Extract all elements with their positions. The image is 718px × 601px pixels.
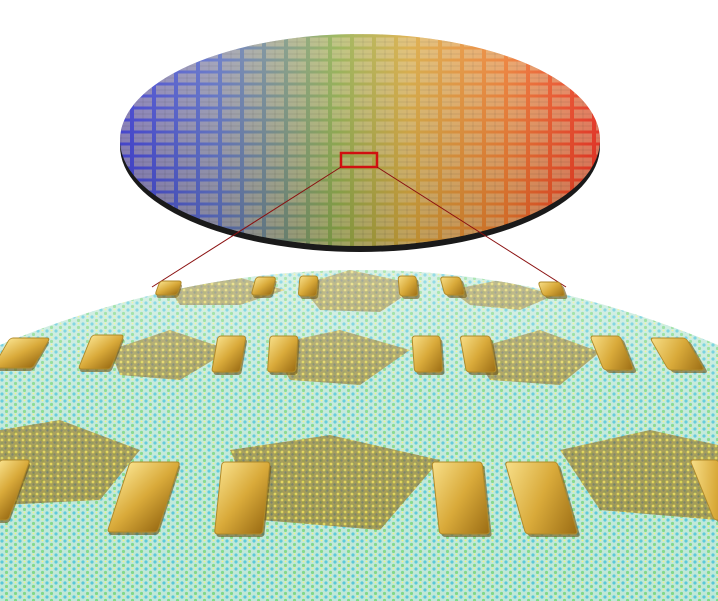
electrode-body <box>267 335 299 373</box>
electrode <box>297 275 320 299</box>
electrode <box>214 461 272 537</box>
electrode <box>440 276 467 298</box>
electrode-body <box>397 275 419 297</box>
electrode-body <box>538 281 565 297</box>
electrode-body <box>0 459 30 521</box>
electrode-body <box>690 459 718 521</box>
electrode-body <box>590 335 634 371</box>
electrode-body <box>650 337 704 371</box>
electrode <box>155 280 183 298</box>
electrode-body <box>459 335 497 373</box>
wafer-dies <box>120 34 600 246</box>
electrode <box>397 275 420 299</box>
electrode <box>431 461 492 537</box>
electrode <box>0 337 50 371</box>
electrode-body <box>431 461 490 535</box>
electrode-body <box>411 335 443 373</box>
electrode <box>505 461 580 537</box>
zoom-line <box>376 166 567 288</box>
electrode <box>650 337 707 373</box>
electrode-body <box>214 461 271 535</box>
electrode <box>538 281 568 299</box>
electrode-body <box>155 280 182 296</box>
electrode <box>0 459 31 523</box>
electrode <box>107 461 181 535</box>
electrode <box>78 334 124 372</box>
dome <box>0 270 718 601</box>
electrode <box>590 335 636 373</box>
electrode-body <box>107 461 180 533</box>
electrodes <box>0 275 718 537</box>
electrode-body <box>0 337 50 369</box>
electrode <box>690 459 718 523</box>
electrode-body <box>297 275 319 297</box>
electrode <box>411 335 445 375</box>
zoom-box <box>339 151 379 169</box>
electrode-body <box>211 335 247 373</box>
zoom-line <box>151 166 342 288</box>
wafer-shade <box>120 34 600 246</box>
dome-highlight <box>0 270 718 601</box>
electrode <box>251 276 277 298</box>
electrode <box>211 335 247 375</box>
electrode <box>267 335 300 375</box>
electrode-body <box>505 461 578 535</box>
electrode-body <box>251 276 276 296</box>
electrode <box>459 335 499 375</box>
electrode-body <box>78 334 124 370</box>
electrode-body <box>440 276 465 296</box>
